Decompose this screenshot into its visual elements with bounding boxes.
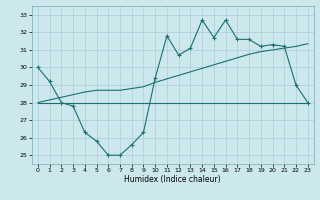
X-axis label: Humidex (Indice chaleur): Humidex (Indice chaleur) (124, 175, 221, 184)
